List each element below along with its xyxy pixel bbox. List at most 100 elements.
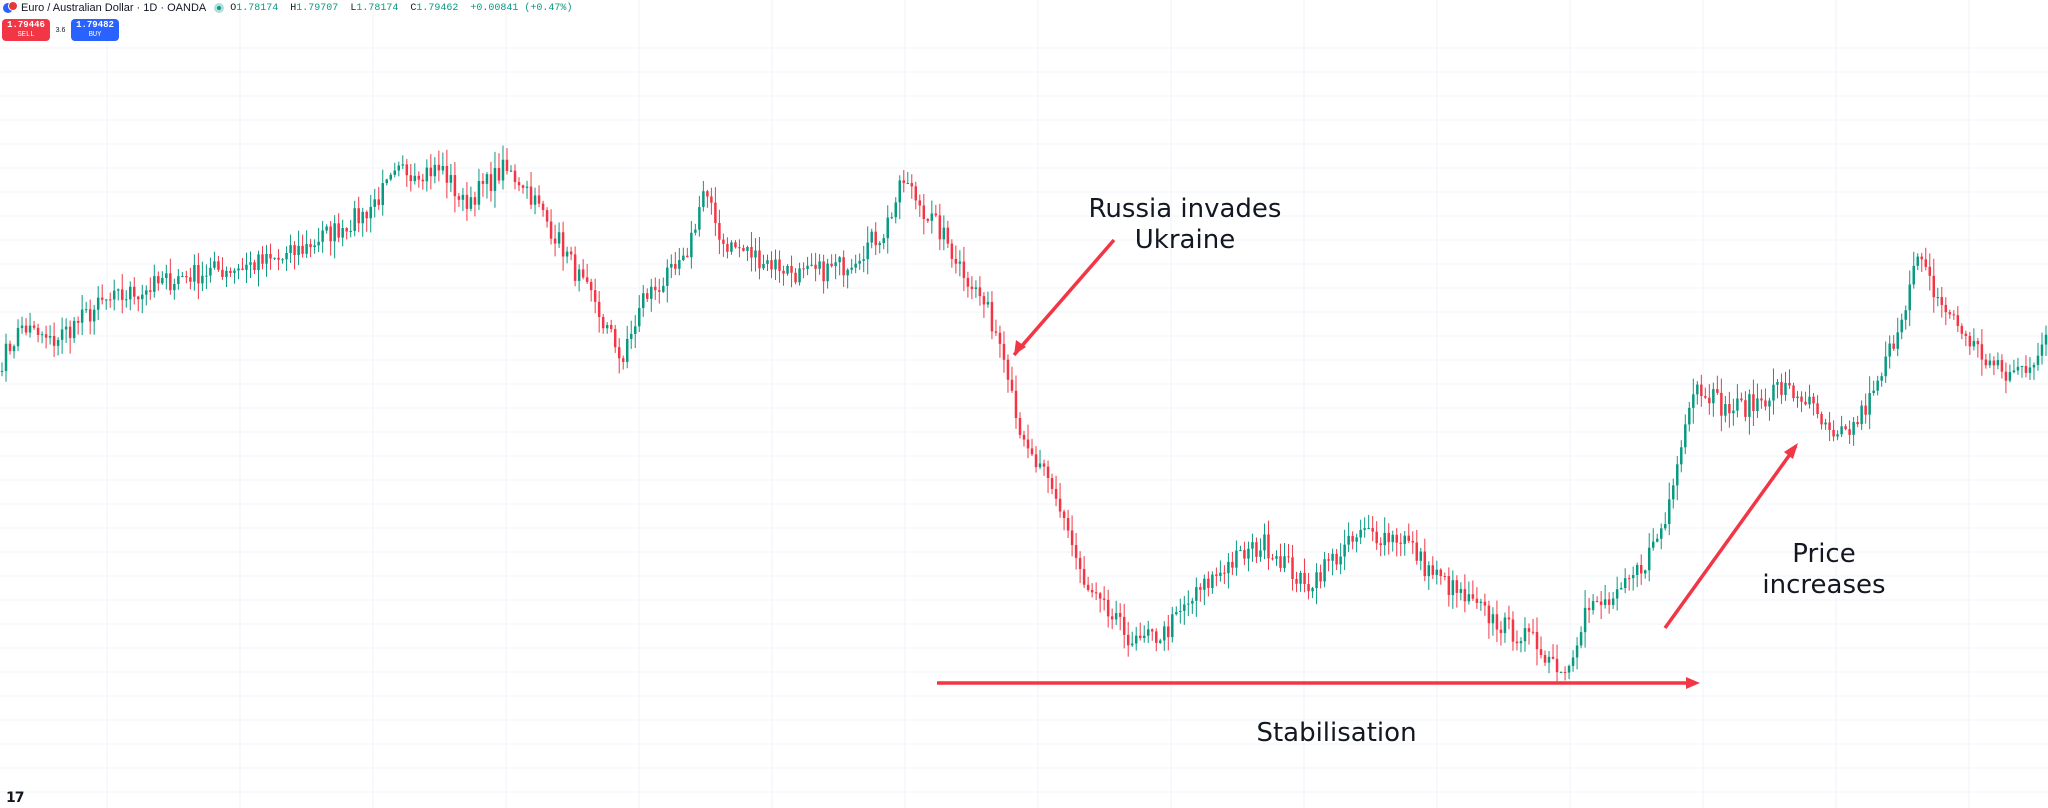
candle-body (309, 244, 312, 248)
candle-body (1118, 613, 1122, 617)
candle-body (870, 231, 873, 243)
candle-body (1672, 485, 1675, 500)
candle-body (149, 290, 152, 292)
candle-body (629, 333, 633, 339)
candle-body (754, 250, 757, 258)
candle-body (922, 205, 926, 220)
candle-body (1227, 561, 1230, 574)
candle-body (0, 370, 4, 372)
candle-body (1279, 556, 1282, 568)
candle-body (1956, 315, 1960, 326)
candle-body (1163, 626, 1166, 641)
candle-body (1018, 418, 1022, 435)
candle-body (181, 275, 184, 277)
symbol-title[interactable]: Euro / Australian Dollar · 1D · OANDA (21, 2, 207, 14)
candle-body (866, 242, 869, 260)
increase-annotation: Price increases (1724, 539, 1924, 601)
candle-body (1006, 359, 1010, 380)
candle-body (1379, 543, 1382, 546)
candle-body (842, 257, 845, 276)
candle-body (1519, 641, 1523, 644)
candle-body (638, 308, 641, 327)
candle-body (1463, 589, 1467, 602)
candle-body (1295, 579, 1298, 584)
candle-body (1098, 593, 1102, 599)
candle-body (782, 270, 785, 274)
candle-body (1066, 518, 1070, 531)
candle-body (1916, 256, 1919, 266)
candle-body (802, 268, 805, 270)
candle-body (1026, 439, 1030, 449)
candle-body (273, 257, 276, 259)
candle-body (1720, 392, 1723, 416)
candle-body (1984, 359, 1988, 366)
candle-body (854, 263, 857, 268)
candle-body (1804, 401, 1807, 405)
candle-body (1832, 429, 1835, 437)
candle-body (1058, 498, 1062, 512)
candle-body (1515, 641, 1519, 644)
candle-body (2000, 360, 2004, 372)
candle-body (1820, 413, 1823, 425)
candle-body (1864, 405, 1867, 415)
candle-body (1888, 343, 1891, 357)
candle-body (1643, 570, 1647, 574)
candle-body (557, 232, 561, 244)
candle-body (1263, 534, 1266, 551)
candle-body (1844, 426, 1847, 430)
candle-body (1615, 589, 1619, 599)
candle-body (1768, 400, 1771, 407)
candle-body (137, 296, 140, 300)
candle-body (1247, 548, 1250, 559)
candle-body (1992, 360, 1996, 366)
candle-body (429, 167, 433, 177)
close-value: 1.79462 (416, 2, 459, 14)
candle-body (545, 210, 549, 222)
candle-body (1243, 550, 1246, 559)
candle-body (1752, 394, 1755, 411)
candle-body (1840, 426, 1843, 435)
candle-body (730, 242, 733, 252)
candle-body (297, 245, 300, 256)
candle-body (690, 232, 693, 258)
candle-body (265, 254, 268, 264)
candle-body (830, 263, 833, 267)
candle-body (1159, 640, 1162, 643)
candle-body (157, 276, 160, 284)
candle-body (561, 232, 565, 257)
candle-body (617, 347, 621, 359)
candle-body (1968, 335, 1972, 347)
candle-body (674, 264, 677, 269)
market-status-icon[interactable] (214, 3, 225, 13)
candle-body (798, 268, 801, 283)
candle-body (1611, 598, 1615, 605)
candle-body (141, 294, 144, 300)
candle-body (898, 180, 901, 203)
candle-body (285, 252, 288, 260)
candle-body (1415, 542, 1419, 561)
candle-body (1543, 654, 1547, 663)
tradingview-logo[interactable]: 17 (6, 790, 25, 806)
candle-body (1307, 584, 1310, 592)
candle-body (161, 278, 164, 284)
candle-body (914, 186, 918, 201)
sell-button[interactable]: 1.79446 SELL (2, 19, 50, 41)
candle-body (1130, 643, 1134, 646)
candle-body (1491, 614, 1495, 624)
close-label: C (410, 2, 417, 14)
candle-body (1223, 572, 1226, 574)
candle-body (2020, 366, 2024, 368)
candle-body (1411, 540, 1415, 543)
candle-body (1195, 587, 1198, 601)
candle-body (1680, 447, 1683, 465)
buy-button[interactable]: 1.79482 BUY (71, 19, 119, 41)
candle-body (497, 167, 501, 181)
candle-body (405, 164, 409, 176)
candle-body (1780, 382, 1783, 395)
sell-label: SELL (17, 31, 35, 39)
candle-body (1447, 576, 1451, 596)
candle-body (369, 206, 372, 219)
candle-body (1623, 578, 1627, 589)
